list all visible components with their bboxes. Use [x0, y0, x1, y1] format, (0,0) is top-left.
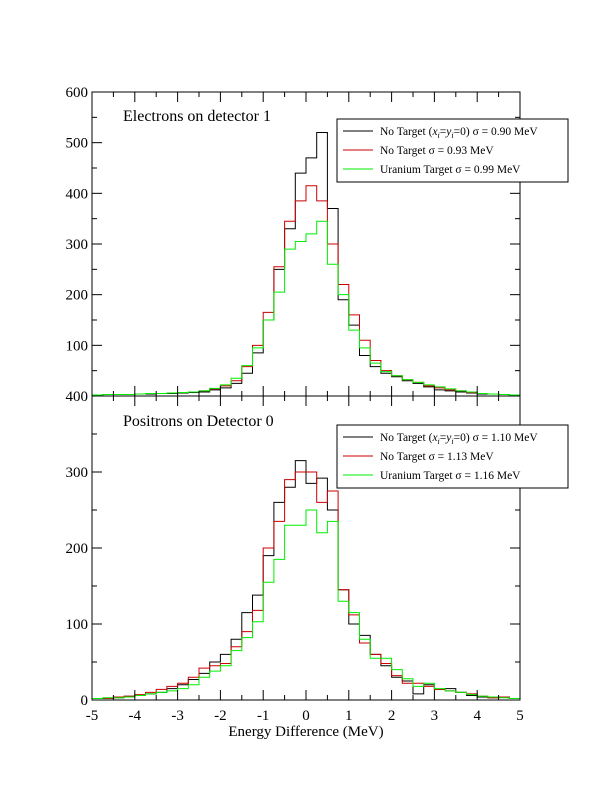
- bottom-x-tick-label: 4: [473, 708, 481, 724]
- bottom-x-tick-label: -5: [86, 708, 99, 724]
- bottom-x-tick-label: -3: [171, 708, 184, 724]
- top-legend: No Target (xi=yi=0) σ = 0.90 MeV No Targ…: [336, 118, 569, 183]
- bottom-y-tick-label: 0: [81, 693, 89, 709]
- bottom-x-tick-label: 1: [345, 708, 353, 724]
- bottom-x-tick-label: 0: [302, 708, 310, 724]
- bottom-x-tick-label: -4: [129, 708, 142, 724]
- legend-entry-no-target: No Target σ = 0.93 MeV: [380, 145, 494, 157]
- legend-entry-uranium-target: Uranium Target σ = 0.99 MeV: [380, 164, 521, 176]
- bottom-x-tick-label: -2: [214, 708, 227, 724]
- top-panel-ticks: 600 500 400 300 200 100: [66, 85, 521, 397]
- bottom-legend-box: [336, 424, 569, 489]
- top-y-tick-label: 200: [66, 288, 89, 304]
- bottom-x-tick-label: -1: [257, 708, 270, 724]
- bottom-series-2: [91, 509, 521, 700]
- bottom-y-tick-label: 100: [66, 617, 89, 633]
- bottom-legend: No Target (xi=yi=0) σ = 1.10 MeV No Targ…: [336, 424, 569, 489]
- bottom-x-tick-label: 2: [388, 708, 396, 724]
- bottom-panel-series: [91, 460, 521, 700]
- legend-entry-uranium-target: Uranium Target σ = 1.16 MeV: [380, 470, 521, 482]
- legend-entry-no-target: No Target σ = 1.13 MeV: [380, 451, 494, 463]
- top-y-tick-label: 300: [66, 237, 89, 253]
- legend-entry-no-target-ideal: No Target (xi=yi=0) σ = 1.10 MeV: [380, 432, 538, 446]
- bottom-x-tick-label: 5: [516, 708, 524, 724]
- bottom-y-tick-label: 200: [66, 541, 89, 557]
- top-y-tick-label: 400: [66, 186, 89, 202]
- top-panel: 600 500 400 300 200 100 Electrons on detector…: [66, 85, 569, 397]
- bottom-panel-title: Positrons on Detector 0: [123, 413, 274, 430]
- bottom-series-1: [91, 471, 521, 700]
- bottom-series-0: [91, 460, 521, 700]
- top-series-2: [91, 220, 521, 396]
- bottom-y-tick-label: 300: [66, 465, 89, 481]
- top-panel-title: Electrons on detector 1: [123, 108, 271, 125]
- legend-entry-no-target-ideal: No Target (xi=yi=0) σ = 0.90 MeV: [380, 126, 538, 140]
- top-y-tick-label: 100: [66, 338, 89, 354]
- top-y-tick-label: 600: [66, 85, 89, 101]
- top-legend-box: [336, 118, 569, 183]
- bottom-x-tick-label: 3: [431, 708, 439, 724]
- top-series-1: [91, 185, 521, 396]
- x-axis-title: Energy Difference (MeV): [228, 724, 383, 740]
- top-y-tick-label: 500: [66, 136, 89, 152]
- bottom-y-tick-label: 400: [66, 389, 89, 405]
